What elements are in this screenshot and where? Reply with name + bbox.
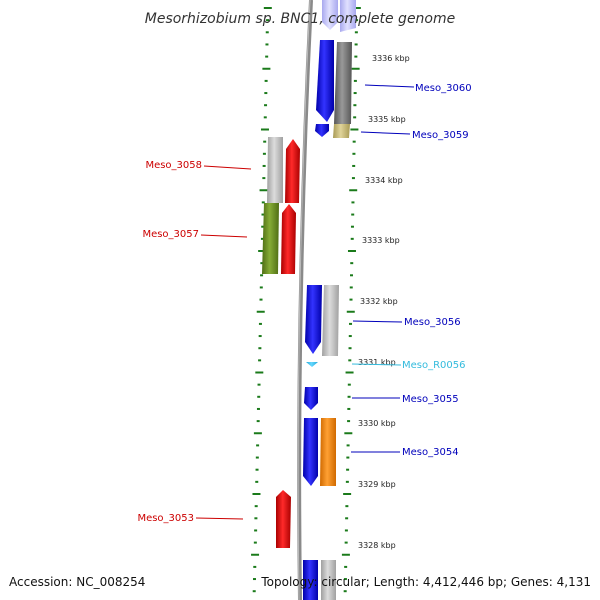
gene-feature-meso-3054 bbox=[320, 418, 336, 486]
gene-feature-meso-3053 bbox=[276, 490, 291, 548]
gene-label-meso-3059[interactable]: Meso_3059 bbox=[412, 130, 469, 141]
gene-labels: Meso_3060 Meso_3059 Meso_3058 Meso_3057 Meso… bbox=[137, 83, 471, 524]
gene-feature-meso-r0056 bbox=[306, 362, 318, 367]
gene-label-leader bbox=[351, 363, 402, 366]
gene-label-meso-r0056[interactable]: Meso_R0056 bbox=[402, 360, 466, 371]
gene-feature-meso-3057 bbox=[281, 204, 296, 274]
gene-label-leader bbox=[200, 234, 248, 238]
gene-feature-blue bbox=[303, 418, 318, 486]
gene-label-meso-3058[interactable]: Meso_3058 bbox=[145, 160, 202, 171]
gene-feature-gray bbox=[334, 42, 352, 124]
gene-label-meso-3054[interactable]: Meso_3054 bbox=[402, 447, 459, 458]
topology-text: Topology: circular; Length: 4,412,446 bp… bbox=[260, 575, 591, 589]
scale-labels: 3336 kbp 3335 kbp 3334 kbp 3333 kbp 3332 kbp… bbox=[358, 54, 410, 550]
gene-label-meso-3060[interactable]: Meso_3060 bbox=[415, 83, 472, 94]
gene-feature-light bbox=[322, 0, 338, 30]
gene-feature-meso-3056 bbox=[305, 285, 322, 354]
gene-feature-gray bbox=[267, 137, 283, 203]
gene-feature-blue-small bbox=[315, 124, 329, 137]
scale-label: 3328 kbp bbox=[358, 541, 396, 550]
minus-strand-ticks bbox=[251, 7, 272, 593]
gene-feature-meso-3055 bbox=[304, 387, 318, 410]
gene-feature-gray bbox=[322, 285, 339, 356]
scale-label: 3329 kbp bbox=[358, 480, 396, 489]
backbone-arc-highlight bbox=[297, 0, 311, 600]
scale-label: 3331 kbp bbox=[358, 358, 396, 367]
gene-feature-meso-3057-partner bbox=[262, 203, 279, 274]
map-title: Mesorhizobium sp. BNC1, complete genome bbox=[145, 11, 456, 27]
scale-label: 3332 kbp bbox=[360, 297, 398, 306]
gene-label-leader bbox=[364, 84, 415, 88]
gene-feature-meso-3058 bbox=[285, 139, 300, 203]
gene-label-leader bbox=[203, 165, 252, 170]
gene-feature-meso-3060 bbox=[316, 40, 334, 122]
scale-label: 3333 kbp bbox=[362, 236, 400, 245]
plus-strand-ticks bbox=[341, 7, 361, 593]
gene-label-leader bbox=[360, 131, 411, 135]
scale-label: 3330 kbp bbox=[358, 419, 396, 428]
gene-label-leader bbox=[195, 517, 244, 520]
accession-text: Accession: NC_008254 bbox=[9, 575, 145, 589]
scale-label: 3334 kbp bbox=[365, 176, 403, 185]
gene-label-leader bbox=[352, 320, 403, 323]
gene-feature-meso-3059 bbox=[333, 124, 350, 138]
gene-label-meso-3056[interactable]: Meso_3056 bbox=[404, 317, 461, 328]
gene-label-meso-3055[interactable]: Meso_3055 bbox=[402, 394, 459, 405]
scale-label: 3336 kbp bbox=[372, 54, 410, 63]
scale-label: 3335 kbp bbox=[368, 115, 406, 124]
gene-feature-blue-bottom bbox=[303, 560, 318, 600]
gene-feature-light bbox=[340, 0, 356, 32]
backbone-arc bbox=[297, 0, 313, 600]
gene-feature-gray-bottom bbox=[321, 560, 336, 600]
gene-label-meso-3053[interactable]: Meso_3053 bbox=[137, 513, 194, 524]
gene-label-meso-3057[interactable]: Meso_3057 bbox=[142, 229, 199, 240]
